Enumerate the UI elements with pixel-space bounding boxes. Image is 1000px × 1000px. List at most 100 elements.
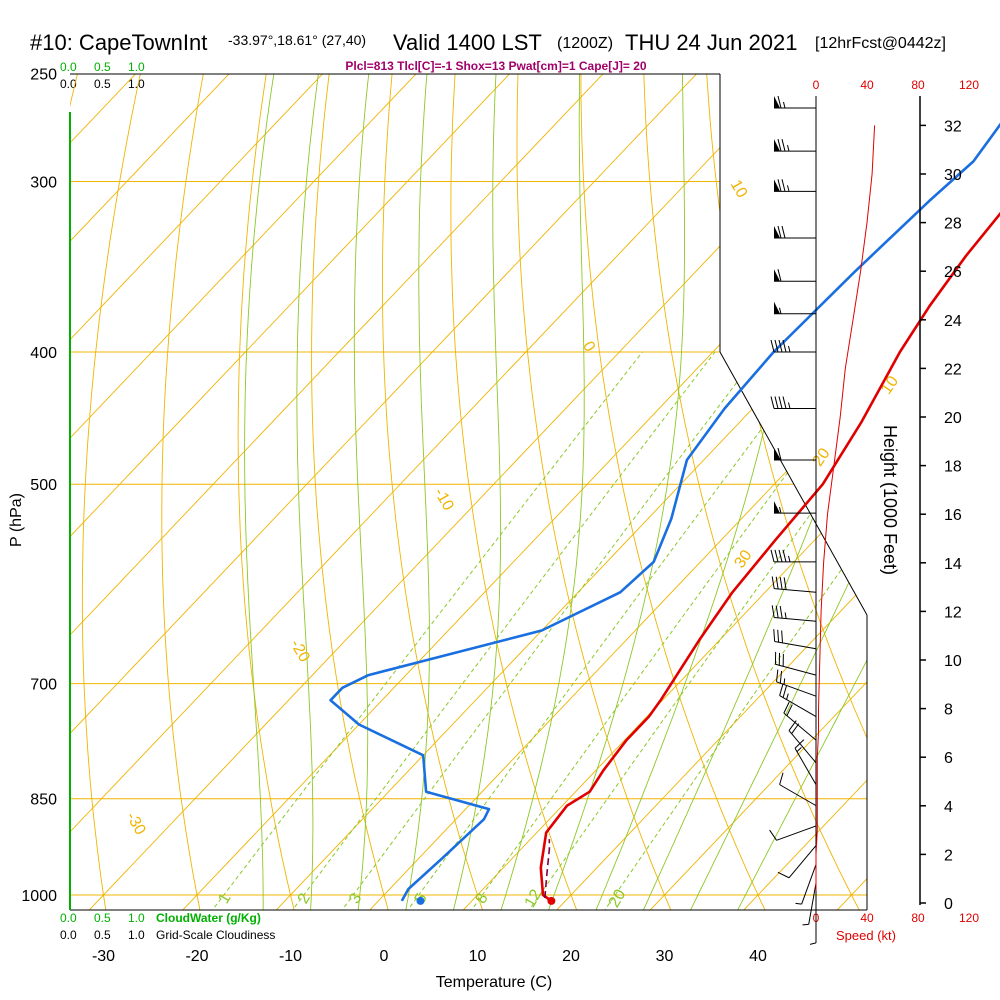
- dewpoint-profile: [329, 122, 1000, 902]
- wind-barb: [770, 339, 816, 353]
- isotherm-line: [70, 74, 324, 910]
- speed-tick-top-1: 40: [860, 78, 874, 92]
- wind-barb: [794, 739, 817, 785]
- temperature-profile: [539, 211, 1000, 902]
- moist-adiabat-line: [683, 74, 867, 910]
- height-tick-label: 18: [944, 459, 962, 476]
- isotherm-line: [330, 74, 867, 910]
- wind-barb: [774, 301, 816, 315]
- cloud-scale-bottom-0: 0.0: [60, 911, 77, 925]
- speed-tick-top-3: 120: [959, 78, 979, 92]
- moist-adiabat-line: [449, 74, 502, 910]
- temperature-tick-label: 30: [656, 948, 674, 965]
- wind-barb: [774, 138, 816, 152]
- height-tick-label: 12: [944, 604, 962, 621]
- wind-barb: [795, 864, 817, 905]
- cloudiness-bottom-1: 0.5: [94, 928, 111, 942]
- moist-adiabat-line: [244, 74, 275, 910]
- mixing-ratio-line: [461, 351, 867, 910]
- cloudiness-bottom-0: 0.0: [60, 928, 77, 942]
- wind-barb: [771, 605, 817, 622]
- title-valid: Valid 1400 LST: [393, 30, 542, 55]
- temperature-tick-label: -30: [92, 948, 115, 965]
- moist-adiabat-label: 0: [997, 245, 1000, 262]
- dry-adiabat-label: -30: [122, 809, 148, 838]
- temperature-tick-label: 10: [469, 948, 487, 965]
- isotherm-line: [423, 74, 867, 910]
- height-tick-label: 30: [944, 167, 962, 184]
- wind-barb: [774, 95, 816, 109]
- wind-barb: [802, 882, 817, 926]
- dry-adiabat-line: [81, 74, 147, 910]
- sounding-profiles: [329, 122, 1000, 905]
- title-forecast: [12hrFcst@0442z]: [815, 35, 946, 52]
- dry-adiabat-line: [450, 74, 594, 910]
- indices-line: Plcl=813 Tlcl[C]=-1 Shox=13 Pwat[cm]=1 C…: [345, 59, 646, 73]
- wind-barb: [774, 651, 817, 676]
- cloudiness-top-2: 1.0: [128, 77, 145, 91]
- temperature-tick-label: -10: [279, 948, 302, 965]
- cloudwater-label: CloudWater (g/Kg): [156, 911, 261, 925]
- frame-right-diagonal: [719, 351, 868, 616]
- wind-barb: [773, 629, 817, 650]
- temperature-tick-label: 40: [749, 948, 767, 965]
- wind-barb: [774, 501, 816, 514]
- mixing-ratio-line: [331, 351, 761, 910]
- moist-adiabat-label: 20: [810, 445, 834, 469]
- title-station: #10: CapeTownInt: [30, 30, 207, 55]
- isotherm-line: [704, 74, 867, 910]
- pressure-axis-label: P (hPa): [8, 493, 25, 547]
- cloud-scale-bottom-2: 1.0: [128, 911, 145, 925]
- height-tick-label: 6: [944, 750, 953, 767]
- cloudiness-label: Grid-Scale Cloudiness: [156, 928, 275, 942]
- title-coords: -33.97°,18.61° (27,40): [228, 32, 366, 48]
- isotherm-line: [70, 74, 417, 910]
- isotherm-line: [236, 74, 867, 910]
- dry-adiabat-label: 10: [727, 177, 751, 201]
- cloudiness-top-1: 0.5: [94, 77, 111, 91]
- wind-barb: [769, 825, 817, 841]
- dry-adiabat-line: [516, 74, 690, 910]
- height-axis-label: Height (1000 Feet): [880, 425, 900, 575]
- temperature-axis-label: Temperature (C): [436, 974, 552, 991]
- mixing-ratio-label: 20: [606, 887, 630, 911]
- background-grid: [70, 49, 1000, 951]
- wind-barb: [809, 900, 817, 945]
- height-tick-label: 26: [944, 264, 962, 281]
- dry-adiabat-line: [382, 74, 498, 910]
- moist-adiabat-line: [730, 74, 867, 910]
- pressure-tick-label: 850: [30, 792, 57, 809]
- temperature-tick-label: -20: [185, 948, 208, 965]
- moist-adiabat-line: [402, 74, 430, 910]
- wind-barb: [777, 845, 817, 879]
- dry-adiabat-line: [311, 74, 402, 910]
- cloud-scale-bottom-1: 0.5: [94, 911, 111, 925]
- mixing-ratio-line: [397, 351, 820, 910]
- wind-barb: [774, 269, 816, 282]
- speed-tick-bottom-1: 40: [860, 911, 874, 925]
- height-tick-label: 22: [944, 361, 962, 378]
- moist-adiabat-line: [496, 74, 585, 910]
- wind-barb: [776, 669, 817, 697]
- dry-adiabat-label: -20: [287, 637, 313, 666]
- cloud-scale-top-1: 0.5: [94, 60, 111, 74]
- isotherm-line: [70, 74, 604, 910]
- cloudiness-bottom-2: 1.0: [128, 928, 145, 942]
- speed-axis-label: Speed (kt): [836, 928, 896, 943]
- dry-adiabat-line: [829, 74, 867, 910]
- height-tick-label: 14: [944, 556, 962, 573]
- speed-tick-bottom-2: 80: [911, 911, 925, 925]
- dry-adiabat-line: [237, 74, 306, 910]
- temperature-tick-label: 20: [562, 948, 580, 965]
- wind-barbs: [769, 95, 817, 945]
- wind-barb: [771, 576, 817, 593]
- height-tick-label: 20: [944, 410, 962, 427]
- dry-adiabat-line: [954, 49, 1000, 951]
- mixing-ratio-line: [201, 351, 643, 910]
- pressure-tick-label: 700: [30, 677, 57, 694]
- temperature-tick-label: 0: [380, 948, 389, 965]
- pressure-tick-label: 500: [30, 477, 57, 494]
